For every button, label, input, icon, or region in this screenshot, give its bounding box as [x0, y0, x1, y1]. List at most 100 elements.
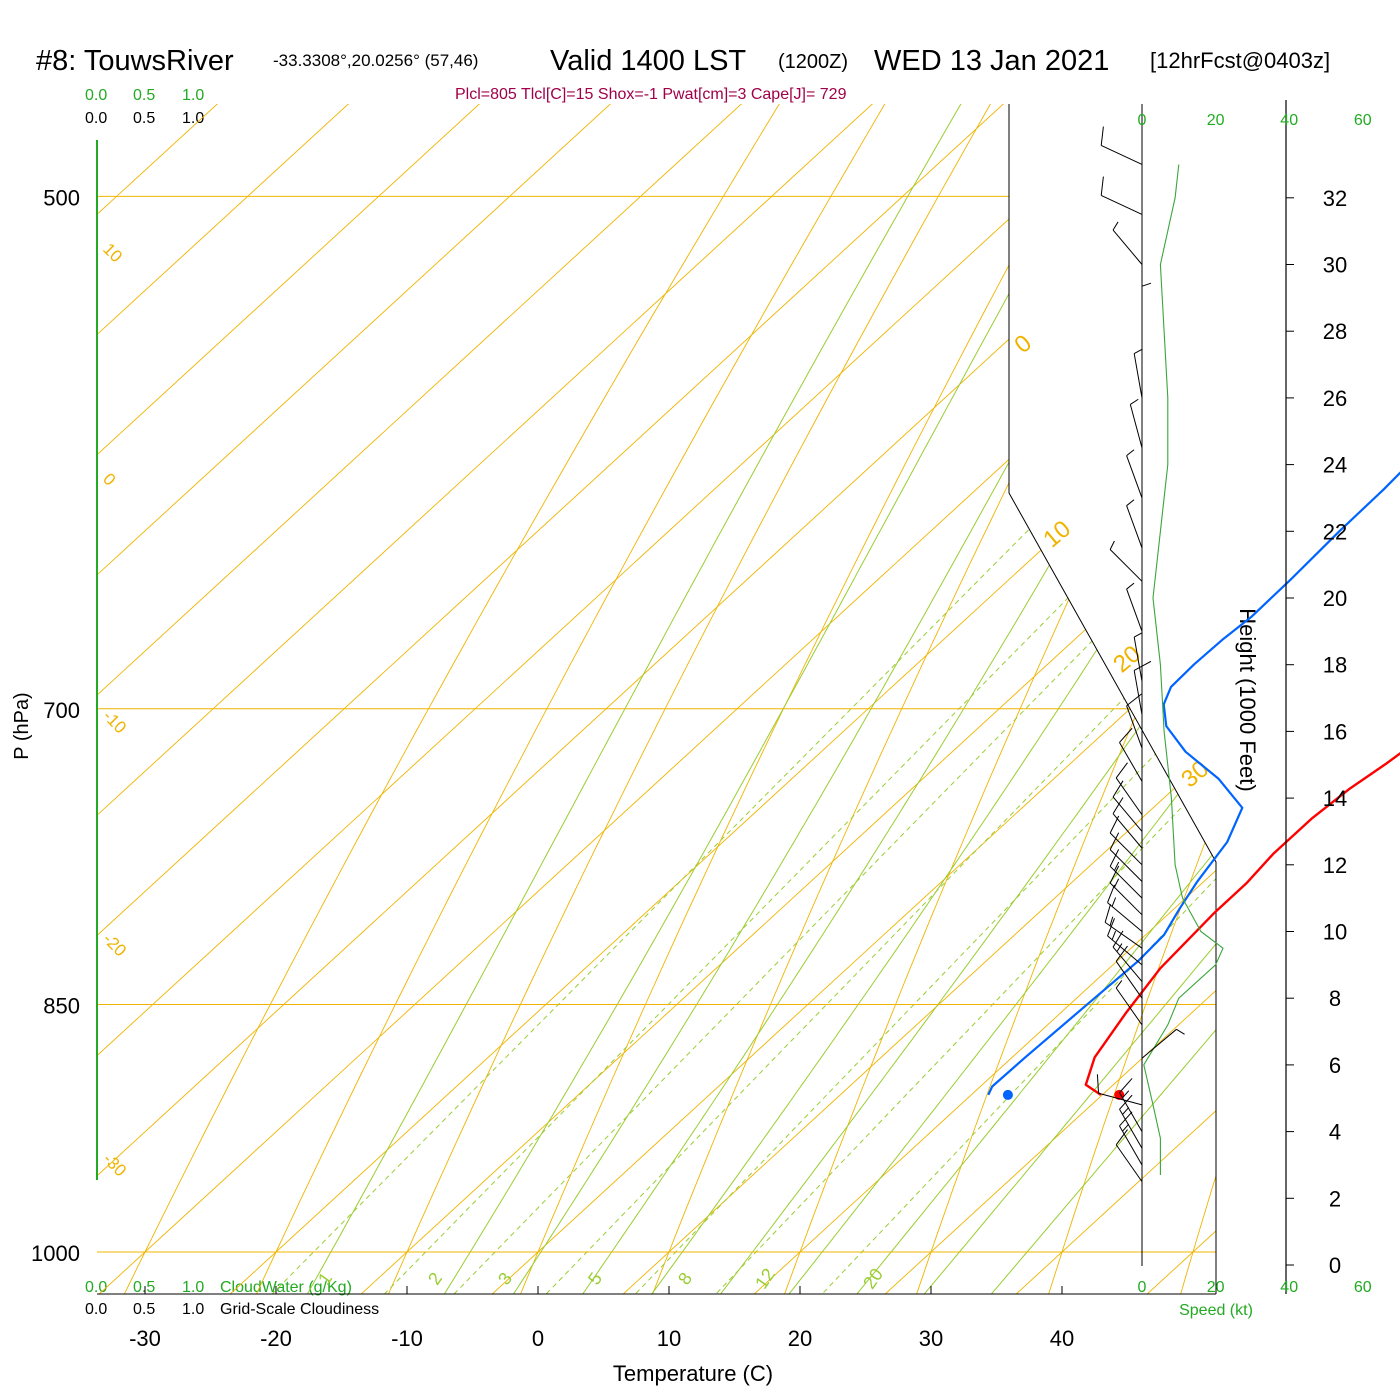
- moist-adiabat-line: [772, 104, 1216, 1294]
- wind-speed-bottom-tick: 20: [1207, 1279, 1225, 1296]
- isotherm-line: [510, 104, 1216, 1294]
- dry-adiabat-label: 10: [99, 239, 126, 266]
- wind-speed-top-tick: 0: [1138, 112, 1147, 129]
- top-green-tick: 1.0: [182, 87, 204, 104]
- wind-barb: [1109, 849, 1143, 899]
- wind-barb: [1109, 540, 1143, 582]
- wind-barb: [1141, 282, 1152, 332]
- moist-adiabat-line: [575, 104, 1216, 1294]
- wind-barb: [1126, 499, 1143, 549]
- moist-adiabat-line: [837, 104, 1216, 1294]
- height-tick-label: 10: [1323, 920, 1347, 945]
- height-axis-title: Height (1000 Feet): [1235, 608, 1260, 791]
- bottom-black-tick: 0.5: [133, 1301, 155, 1318]
- wind-barb: [1115, 980, 1143, 1026]
- moist-adiabat-line: [903, 104, 1216, 1294]
- height-tick-label: 6: [1329, 1053, 1341, 1078]
- mixing-ratio-label: 5: [584, 1269, 606, 1289]
- mixing-ratio-line: [724, 104, 1216, 1294]
- height-tick-label: 0: [1329, 1253, 1341, 1278]
- wind-barb: [1115, 1129, 1143, 1182]
- wind-barb: [1133, 632, 1143, 682]
- wind-barb: [1096, 1074, 1143, 1106]
- dry-adiabat-label: -20: [99, 929, 130, 960]
- wind-barb: [1119, 727, 1143, 782]
- wind-barb: [1133, 660, 1152, 715]
- mixing-ratio-label: 20: [859, 1265, 887, 1293]
- height-tick-label: 24: [1323, 453, 1347, 478]
- mixing-ratio-label: 3: [494, 1269, 516, 1289]
- cloudiness-label: Grid-Scale Cloudiness: [220, 1301, 379, 1318]
- wind-barb: [1104, 904, 1143, 949]
- plot-bottom-border: [97, 1293, 1216, 1295]
- wind-barb: [1100, 126, 1143, 165]
- height-tick-label: 20: [1323, 586, 1347, 611]
- height-tick-label: 22: [1323, 519, 1347, 544]
- dry-adiabat-line: [97, 104, 1216, 1294]
- wind-barb: [1112, 780, 1143, 832]
- pressure-tick-label: 500: [43, 185, 80, 210]
- pressure-tick-label: 850: [43, 993, 80, 1018]
- isotherm-line: [379, 104, 1216, 1294]
- dry-adiabat-line: [612, 104, 1216, 1294]
- x-tick-label: -10: [391, 1326, 423, 1351]
- valid-time: Valid 1400 LST: [550, 45, 746, 77]
- plot-frame: [1008, 104, 1217, 1294]
- wind-speed-profile: [1143, 164, 1224, 1175]
- x-tick-label: 20: [788, 1326, 812, 1351]
- height-tick-label: 26: [1323, 386, 1347, 411]
- moist-adiabat-line: [510, 104, 1216, 1294]
- dewpoint-line: [987, 471, 1400, 1096]
- valid-date: WED 13 Jan 2021: [874, 45, 1109, 77]
- top-green-tick: 0.5: [133, 87, 155, 104]
- pressure-tick-label: 700: [43, 698, 80, 723]
- x-tick-label: 10: [657, 1326, 681, 1351]
- isotherm-line: [117, 104, 1216, 1294]
- wind-barb: [1141, 1028, 1185, 1059]
- station-coords: -33.3308°,20.0256° (57,46): [273, 51, 478, 70]
- mixing-ratio-line: [283, 104, 1216, 1294]
- wind-barb: [1109, 832, 1143, 882]
- surface-dewpoint-marker: [1002, 1089, 1013, 1100]
- height-tick-label: 16: [1323, 719, 1347, 744]
- wind-barb: [1107, 918, 1143, 966]
- x-tick-label: 0: [532, 1326, 544, 1351]
- bottom-cloudiness-scale: 0.0 0.5 1.0 Grid-Scale Cloudiness: [85, 1301, 379, 1318]
- top-black-tick: 0.5: [133, 110, 155, 127]
- bottom-black-tick: 1.0: [182, 1301, 204, 1318]
- dry-adiabat-label: -10: [99, 706, 130, 737]
- temperature-line: [1084, 751, 1400, 1096]
- wind-barb: [1119, 1111, 1143, 1166]
- dry-adiabat-label: 0: [99, 469, 119, 489]
- wind-barb: [1126, 449, 1143, 499]
- moist-adiabat-line: [379, 104, 1216, 1294]
- station-name: #8: TouwsRiver: [36, 45, 234, 77]
- dry-adiabat-line: [343, 104, 1216, 1294]
- bottom-green-tick: 0.5: [133, 1279, 155, 1296]
- top-cloudiness-scale: 0.0 0.5 1.0: [85, 110, 204, 127]
- wind-barb: [1112, 797, 1143, 849]
- wind-barb: [1107, 884, 1143, 932]
- height-tick-label: 18: [1323, 653, 1347, 678]
- dry-adiabat-line: [478, 104, 1216, 1294]
- height-tick-label: 32: [1323, 186, 1347, 211]
- bottom-green-tick: 1.0: [182, 1279, 204, 1296]
- mixing-ratio-label: 2: [424, 1269, 446, 1289]
- height-tick-label: 12: [1323, 853, 1347, 878]
- moist-adiabat-line: [444, 104, 1216, 1294]
- wind-barb: [1115, 762, 1143, 816]
- stability-indices: Plcl=805 Tlcl[C]=15 Shox=-1 Pwat[cm]=3 C…: [455, 86, 847, 103]
- wind-barb: [1112, 221, 1143, 265]
- isotherm-line: [248, 104, 1216, 1294]
- height-tick-label: 4: [1329, 1120, 1341, 1145]
- bottom-cloudwater-scale: 0.0 0.5 1.0 CloudWater (g/Kg): [85, 1279, 352, 1296]
